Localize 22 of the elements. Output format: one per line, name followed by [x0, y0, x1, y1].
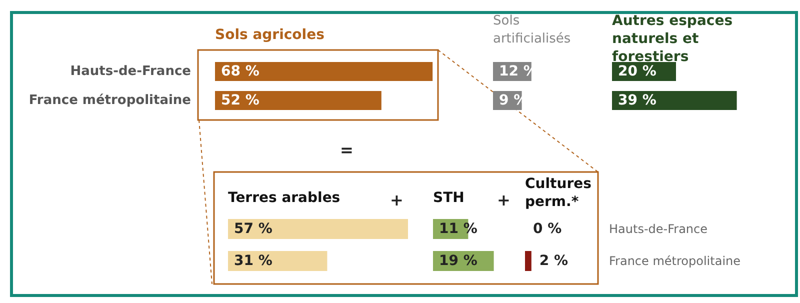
chart-title: Cultures perm.*	[525, 176, 596, 210]
chart-title: STH	[433, 190, 464, 206]
chart-title: Sols artificialisés	[493, 14, 571, 46]
text: +	[390, 190, 404, 210]
text: +	[497, 190, 510, 210]
data-label: 31 %	[234, 253, 272, 269]
y-tick-label: Hauts-de-France	[70, 64, 192, 79]
chart-title: Sols agricoles	[215, 27, 324, 43]
chart-title: Autres espaces naturels et forestiers	[612, 13, 738, 65]
data-label: 52 %	[221, 92, 260, 108]
data-label: 57 %	[234, 221, 272, 237]
data-label: 20 %	[618, 64, 656, 80]
data-label: 2 %	[539, 253, 568, 269]
data-label: 19 %	[439, 253, 478, 269]
y-tick-label: Hauts-de-France	[609, 222, 708, 236]
y-tick-label: France métropolitaine	[28, 93, 192, 108]
data-label: 68 %	[221, 64, 260, 80]
y-tick-label: France métropolitaine	[609, 254, 741, 268]
data-label: 0 %	[533, 221, 562, 237]
data-label: 39 %	[618, 92, 656, 108]
text: =	[340, 140, 354, 160]
chart-title: Terres arables	[228, 190, 340, 206]
